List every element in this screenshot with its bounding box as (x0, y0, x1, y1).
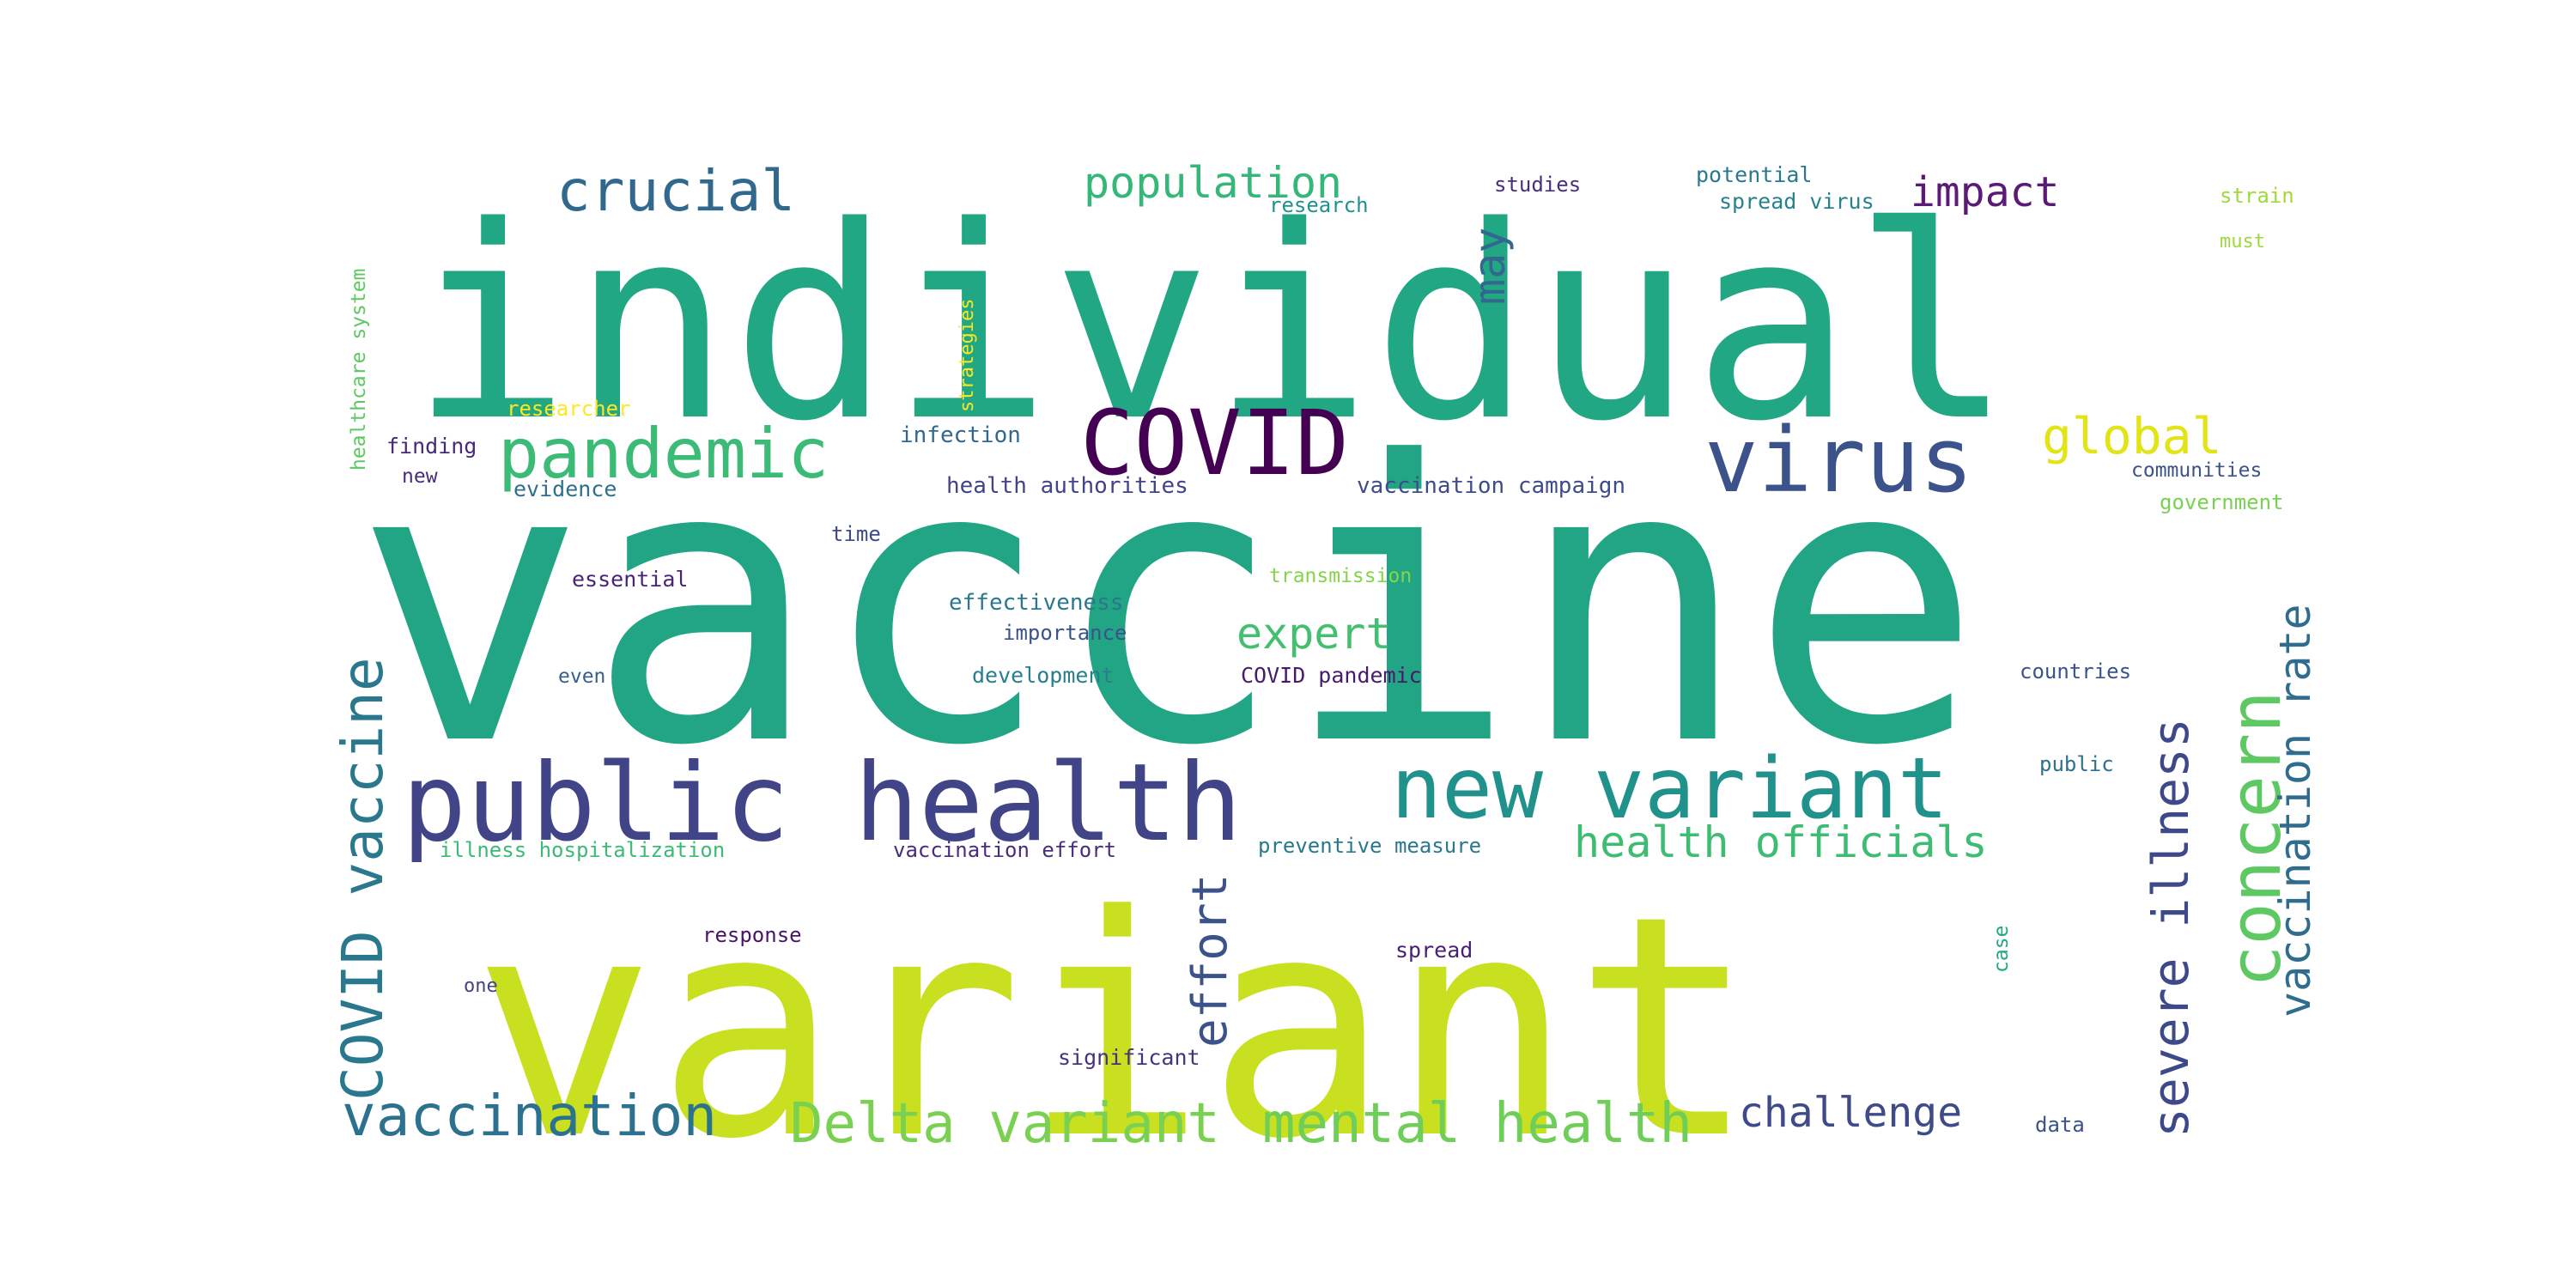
word-health-officials: health officials (1574, 817, 1988, 867)
word-health-authorities: health authorities (946, 473, 1188, 499)
word-effectiveness: effectiveness (949, 590, 1124, 616)
word-effort: effort (1182, 874, 1238, 1048)
word-research: research (1269, 193, 1369, 217)
word-healthcare-system: healthcare system (348, 269, 370, 471)
word-pandemic: pandemic (498, 414, 829, 494)
word-even: even (558, 665, 605, 688)
word-development: development (972, 663, 1115, 688)
word-one: one (464, 975, 498, 997)
word-illness-hospitalization: illness hospitalization (440, 838, 725, 862)
word-finding: finding (386, 434, 477, 459)
word-mental-health: mental health (1262, 1092, 1692, 1156)
word-crucial: crucial (556, 158, 795, 224)
word-significant: significant (1058, 1045, 1200, 1070)
word-vaccination-campaign: vaccination campaign (1357, 473, 1625, 499)
word-global: global (2042, 407, 2222, 465)
word-public-health: public health (402, 741, 1242, 866)
word-new-variant: new variant (1391, 740, 1948, 838)
word-vaccination: vaccination (342, 1083, 717, 1149)
word-covid: COVID (1080, 391, 1349, 495)
word-concern: concern (2215, 690, 2297, 987)
word-new: new (402, 465, 438, 488)
word-delta-variant: Delta variant (790, 1092, 1220, 1156)
word-may: may (1465, 228, 1515, 305)
word-countries: countries (2020, 659, 2131, 683)
word-covid-pandemic: COVID pandemic (1241, 663, 1422, 688)
word-communities: communities (2131, 459, 2262, 482)
word-variant: variant (472, 850, 1757, 1206)
word-government: government (2160, 490, 2284, 514)
word-potential: potential (1696, 162, 1812, 187)
word-virus: virus (1704, 408, 1973, 513)
word-covid-vaccine: COVID vaccine (330, 657, 396, 1101)
word-spread: spread (1395, 938, 1473, 963)
word-strain: strain (2220, 184, 2294, 208)
word-preventive-measure: preventive measure (1258, 834, 1481, 858)
word-infection: infection (900, 422, 1021, 448)
word-strategies: strategies (957, 299, 978, 412)
word-studies: studies (1494, 173, 1581, 197)
word-impact: impact (1911, 168, 2059, 216)
word-spread-virus: spread virus (1719, 189, 1874, 214)
word-vaccination-effort: vaccination effort (893, 838, 1116, 862)
word-challenge: challenge (1739, 1089, 1962, 1137)
word-evidence: evidence (513, 477, 617, 501)
word-essential: essential (572, 567, 688, 592)
word-public: public (2039, 752, 2114, 776)
word-time: time (831, 522, 881, 546)
word-researcher: researcher (507, 397, 631, 421)
word-transmission: transmission (1269, 565, 1412, 587)
word-importance: importance (1003, 621, 1127, 645)
word-data: data (2035, 1113, 2085, 1137)
word-expert: expert (1236, 609, 1392, 659)
word-must: must (2220, 231, 2265, 252)
word-vaccine: vaccine (354, 380, 1982, 830)
word-response: response (702, 923, 802, 947)
word-vaccination-rate: vaccination rate (2270, 604, 2320, 1018)
word-severe-illness: severe illness (2142, 718, 2200, 1138)
word-case: case (1990, 926, 2013, 973)
word-population: population (1084, 158, 1342, 208)
word-individual: individual (410, 170, 2013, 480)
